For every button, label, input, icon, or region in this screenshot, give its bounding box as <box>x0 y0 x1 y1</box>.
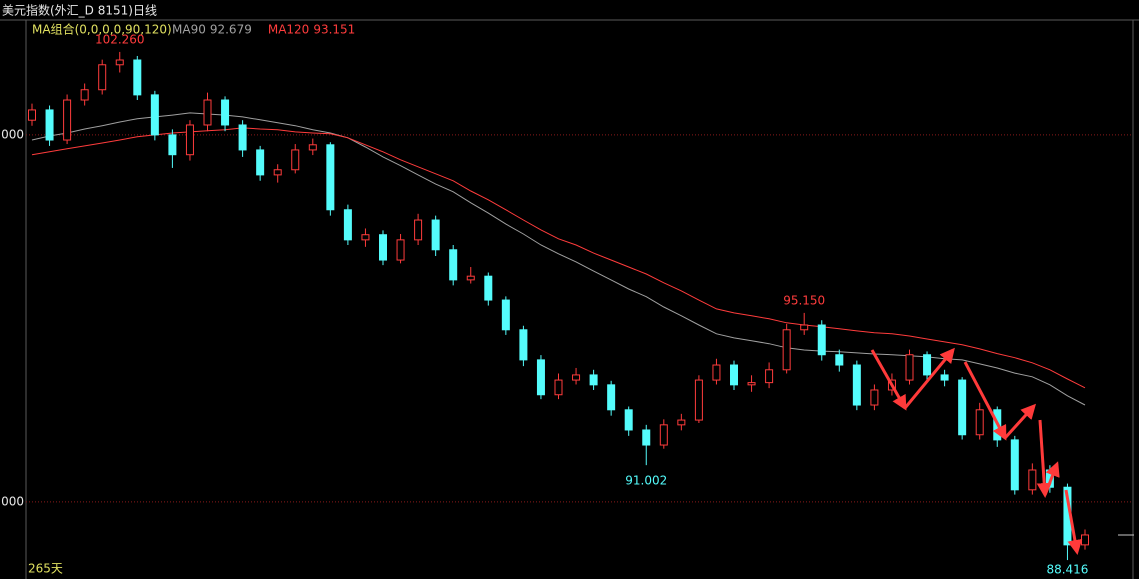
candle-body <box>1081 534 1089 546</box>
candle-body <box>958 379 967 436</box>
candle-body <box>607 384 616 411</box>
arrow <box>903 347 955 409</box>
candle-body <box>800 324 809 331</box>
arrow <box>1036 419 1052 498</box>
candle-body <box>940 374 949 381</box>
arrow <box>1043 461 1060 496</box>
candle-body <box>659 424 668 446</box>
candle-body <box>203 99 212 126</box>
candle-body <box>852 364 861 406</box>
candle-body <box>782 329 791 371</box>
candle-body <box>975 409 984 436</box>
candle-body <box>449 249 458 281</box>
legend-value: 93.151 <box>313 23 355 37</box>
candle-body <box>694 379 703 421</box>
candle-body <box>765 369 774 384</box>
candle-body <box>572 374 581 381</box>
candle-body <box>45 109 54 141</box>
y-tick-label: 100.000 <box>0 127 24 141</box>
extreme-label: 95.150 <box>783 293 825 307</box>
legend-value: 92.679 <box>210 23 252 37</box>
candle-body <box>905 354 914 381</box>
candle-body <box>361 234 370 241</box>
period-label: 265天 <box>28 562 63 576</box>
extreme-label: 91.002 <box>625 474 667 488</box>
candle-body <box>536 359 545 396</box>
candle-body <box>238 124 247 151</box>
candle-body <box>150 94 159 136</box>
candle-body <box>326 144 335 211</box>
candle-body <box>273 169 282 176</box>
candle-body <box>730 364 738 386</box>
candle-body <box>133 59 142 96</box>
candle-body <box>554 379 563 396</box>
candle-body <box>624 409 633 431</box>
candle-body <box>1028 469 1037 491</box>
candle-body <box>484 275 493 301</box>
extreme-label: 102.260 <box>95 32 145 46</box>
candle-body <box>466 275 475 281</box>
candle-body <box>115 59 124 66</box>
candle-body <box>589 374 598 386</box>
legend-name: MA90 <box>172 23 206 37</box>
candle-body <box>185 124 194 156</box>
legend-name: MA120 <box>268 23 309 37</box>
candle-body <box>414 219 423 241</box>
candle-body <box>379 234 387 261</box>
candle-body <box>396 239 405 261</box>
arrow <box>870 349 907 411</box>
candle-body <box>256 149 265 176</box>
candle-body <box>431 219 440 251</box>
y-tick-label: 90.000 <box>0 494 24 508</box>
candle-body <box>835 354 844 366</box>
extreme-label: 88.416 <box>1046 563 1088 577</box>
arrow <box>963 361 1007 441</box>
candle-body <box>63 99 72 141</box>
candle-body <box>80 89 89 101</box>
candle-body <box>519 329 528 361</box>
ma-group-label: MA组合(0,0,0,0,90,120) <box>32 22 172 37</box>
annotation-arrows <box>870 347 1083 555</box>
candle-body <box>712 364 721 381</box>
candle-body <box>221 99 230 126</box>
arrow <box>1003 403 1037 440</box>
candle-body <box>870 389 879 406</box>
arrow <box>1064 489 1083 555</box>
candle-body <box>747 382 756 386</box>
candle-body <box>817 324 826 356</box>
candle-body <box>677 419 686 426</box>
candle-body <box>28 109 36 121</box>
candle-body <box>343 209 352 241</box>
candle-body <box>98 64 107 91</box>
candle-body <box>642 429 651 446</box>
candle-body <box>1010 439 1019 491</box>
candle-body <box>168 134 177 156</box>
candle-body <box>501 299 510 331</box>
candle-body <box>923 354 932 376</box>
candle-body <box>308 144 317 151</box>
chart-title: 美元指数(外汇_D 8151)日线 <box>2 3 157 18</box>
candle-body <box>291 149 300 171</box>
